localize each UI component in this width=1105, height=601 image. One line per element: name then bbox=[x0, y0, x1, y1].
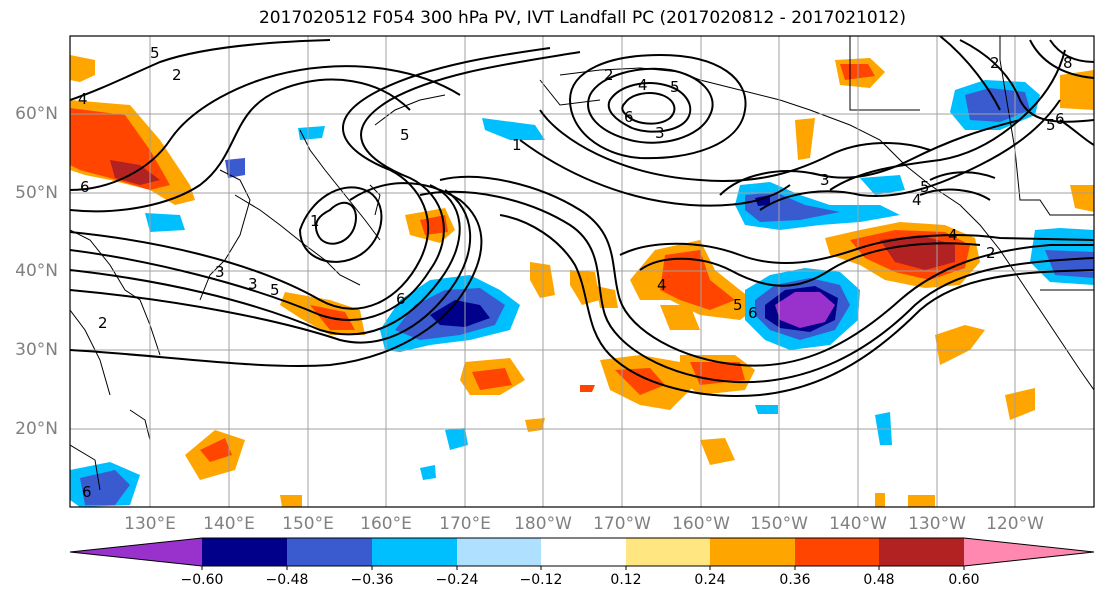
contour-label: 6 bbox=[1055, 110, 1065, 128]
colorbar-segment bbox=[879, 538, 964, 566]
colorbar-segment bbox=[287, 538, 372, 566]
longitude-label: 170°W bbox=[593, 514, 651, 534]
contour-label: 6 bbox=[82, 483, 92, 501]
contour-label: 3 bbox=[248, 275, 258, 293]
colorbar-segment bbox=[457, 538, 541, 566]
latitude-label: 30°N bbox=[15, 340, 58, 360]
contour-label: 6 bbox=[624, 108, 634, 126]
contour-label: 4 bbox=[657, 276, 667, 294]
longitude-label: 170°E bbox=[439, 514, 491, 534]
colorbar bbox=[69, 537, 1095, 570]
map-frame bbox=[69, 35, 1095, 508]
contour-label: 5 bbox=[150, 44, 160, 62]
contour-label: 5 bbox=[270, 281, 280, 299]
colorbar-tick-label: 0.36 bbox=[779, 572, 811, 588]
longitude-label: 180°W bbox=[514, 514, 572, 534]
contour-label: 4 bbox=[638, 76, 648, 94]
longitude-label: 160°W bbox=[672, 514, 730, 534]
longitude-label: 150°E bbox=[282, 514, 334, 534]
contour-label: 5 bbox=[670, 78, 680, 96]
map-area: 5 4 2 6 6 5 1 2 4 5 3 6 3 1 5 3 5 4 2 4 … bbox=[70, 36, 1094, 507]
contour-label: 3 bbox=[655, 124, 665, 142]
latitude-label: 60°N bbox=[15, 104, 58, 124]
colorbar-tick-label: 0.24 bbox=[694, 572, 726, 588]
longitude-label: 130°E bbox=[124, 514, 176, 534]
colorbar-segment bbox=[372, 538, 457, 566]
colorbar-segment bbox=[541, 538, 626, 566]
map-title: 2017020512 F054 300 hPa PV, IVT Landfall… bbox=[258, 8, 906, 28]
contour-label: 2 bbox=[604, 66, 614, 84]
pv-contour-labels: 5 4 2 6 6 5 1 2 4 5 3 6 3 1 5 3 5 4 2 4 … bbox=[78, 44, 1073, 501]
contour-label: 5 bbox=[400, 126, 410, 144]
colorbar-tick-label: −0.60 bbox=[180, 572, 224, 588]
latitude-label: 20°N bbox=[15, 419, 58, 439]
colorbar-segment bbox=[202, 538, 287, 566]
contour-label: 5 bbox=[920, 178, 930, 196]
colorbar-segment bbox=[70, 538, 202, 566]
contour-label: 2 bbox=[172, 66, 182, 84]
colorbar-segment bbox=[710, 538, 795, 566]
contour-label: 4 bbox=[78, 90, 88, 108]
contour-label: 1 bbox=[512, 136, 522, 154]
contour-label: 5 bbox=[1046, 116, 1056, 134]
longitude-label: 140°E bbox=[203, 514, 255, 534]
colorbar-segment bbox=[626, 538, 710, 566]
colorbar-tick-label: −0.36 bbox=[350, 572, 394, 588]
colorbar-tick-label: 0.48 bbox=[863, 572, 895, 588]
contour-label: 2 bbox=[986, 244, 996, 262]
ivt-shading bbox=[70, 55, 1094, 507]
colorbar-tick-label: −0.24 bbox=[435, 572, 479, 588]
longitude-label: 130°W bbox=[908, 514, 966, 534]
contour-label: 6 bbox=[80, 178, 90, 196]
contour-label: 2 bbox=[990, 54, 1000, 72]
latitude-label: 40°N bbox=[15, 261, 58, 281]
longitude-label: 140°W bbox=[829, 514, 887, 534]
contour-label: 4 bbox=[912, 191, 922, 209]
longitude-label: 120°W bbox=[986, 514, 1044, 534]
colorbar-tick-label: −0.48 bbox=[265, 572, 309, 588]
colorbar-tick-label: 0.60 bbox=[948, 572, 980, 588]
contour-label: 6 bbox=[748, 304, 758, 322]
latitude-label: 50°N bbox=[15, 183, 58, 203]
longitude-label: 150°W bbox=[750, 514, 808, 534]
contour-label: 3 bbox=[215, 263, 225, 281]
contour-label: 3 bbox=[820, 171, 830, 189]
colorbar-segment bbox=[964, 538, 1094, 566]
gridlines bbox=[70, 36, 1094, 507]
longitude-label: 160°E bbox=[360, 514, 412, 534]
contour-label: 2 bbox=[98, 314, 108, 332]
colorbar-segment bbox=[795, 538, 879, 566]
pv-contours bbox=[70, 36, 1094, 397]
contour-label: 1 bbox=[310, 212, 320, 230]
colorbar-tick-label: −0.12 bbox=[519, 572, 563, 588]
contour-label: 5 bbox=[733, 296, 743, 314]
contour-label: 4 bbox=[948, 226, 958, 244]
contour-label: 6 bbox=[396, 290, 406, 308]
contour-label: 8 bbox=[1063, 54, 1073, 72]
colorbar-tick-label: 0.12 bbox=[610, 572, 642, 588]
